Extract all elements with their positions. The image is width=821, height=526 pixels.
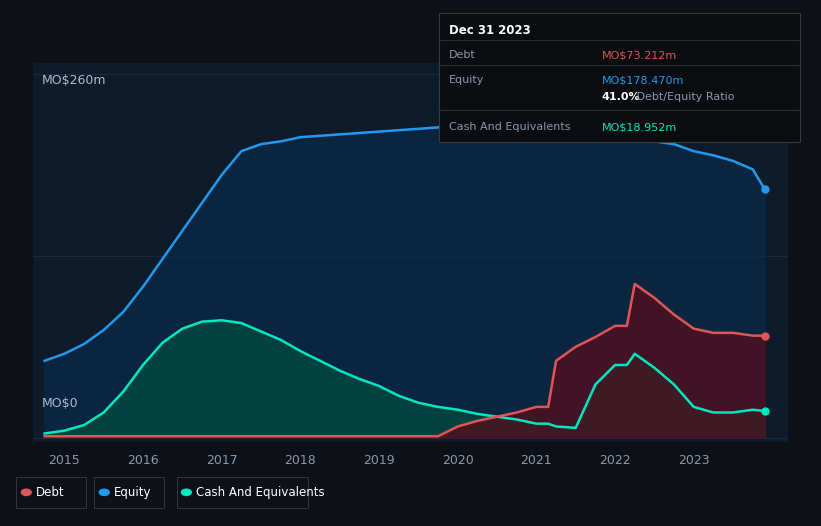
Text: Cash And Equivalents: Cash And Equivalents [196, 486, 325, 499]
Text: Debt/Equity Ratio: Debt/Equity Ratio [633, 93, 735, 103]
Text: Equity: Equity [114, 486, 152, 499]
Text: MO$178.470m: MO$178.470m [602, 75, 684, 85]
Text: MO$18.952m: MO$18.952m [602, 122, 677, 132]
Text: MO$73.212m: MO$73.212m [602, 50, 677, 60]
Text: Debt: Debt [36, 486, 65, 499]
Text: Dec 31 2023: Dec 31 2023 [449, 24, 531, 37]
Text: 41.0%: 41.0% [602, 93, 640, 103]
Text: MO$0: MO$0 [42, 397, 79, 410]
Text: Cash And Equivalents: Cash And Equivalents [449, 122, 571, 132]
Text: Debt: Debt [449, 50, 476, 60]
Text: MO$260m: MO$260m [42, 75, 107, 87]
Text: Equity: Equity [449, 75, 484, 85]
